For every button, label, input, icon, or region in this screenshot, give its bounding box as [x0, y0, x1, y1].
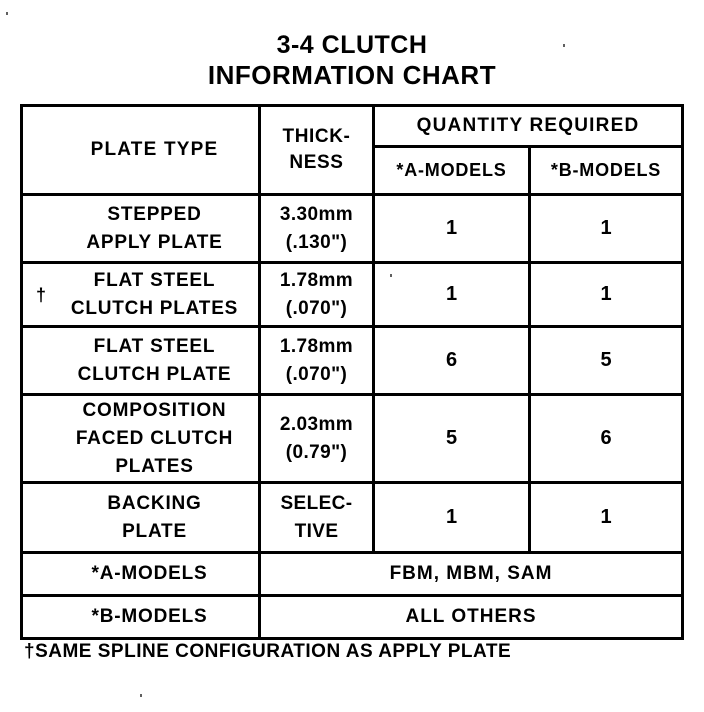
dagger-marker: †: [36, 284, 47, 305]
thickness-header-line-1: THICK-: [282, 126, 351, 147]
column-header-b-models: *B-MODELS: [527, 145, 685, 196]
scan-speck: [563, 44, 565, 47]
legend-label-b-models: *B-MODELS: [20, 594, 261, 640]
plate-type-line-2: CLUTCH PLATE: [77, 363, 232, 385]
table-header: PLATE TYPE THICK- NESS QUANTITY REQUIRED…: [20, 103, 685, 196]
table-row: STEPPED APPLY PLATE 3.30mm (.130") 1 1: [20, 193, 685, 264]
legend-value-a-models: FBM, MBM, SAM: [257, 551, 685, 597]
cell-quantity-a-models: 1: [372, 193, 531, 264]
cell-plate-type: STEPPED APPLY PLATE: [20, 193, 261, 264]
thickness-imperial: (.130"): [285, 231, 348, 253]
title-line-1: 3-4 CLUTCH: [276, 31, 428, 59]
scan-speck: [390, 274, 392, 277]
thickness-metric: 1.78mm: [279, 335, 354, 357]
table-body: STEPPED APPLY PLATE 3.30mm (.130") 1 1 †…: [20, 193, 685, 640]
clutch-information-table-wrapper: PLATE TYPE THICK- NESS QUANTITY REQUIRED…: [20, 103, 685, 640]
cell-quantity-b-models: 5: [527, 325, 685, 396]
plate-type-line-3: PLATES: [115, 455, 194, 477]
plate-type-line-1: STEPPED: [107, 203, 202, 225]
plate-type-line-1: FLAT STEEL: [93, 335, 216, 357]
thickness-imperial: (.070"): [285, 297, 348, 319]
footnote-spline-configuration: †SAME SPLINE CONFIGURATION AS APPLY PLAT…: [24, 641, 512, 662]
cell-thickness: 1.78mm (.070"): [258, 325, 375, 396]
column-header-thickness: THICK- NESS: [258, 104, 375, 196]
cell-quantity-b-models: 1: [527, 261, 685, 328]
cell-quantity-b-models: 6: [527, 393, 685, 484]
table-row: † FLAT STEEL CLUTCH PLATES 1.78mm (.070"…: [20, 261, 685, 328]
plate-type-line-1: BACKING: [107, 492, 202, 514]
plate-type-line-2: PLATE: [122, 520, 187, 542]
cell-thickness: SELEC- TIVE: [258, 481, 375, 554]
cell-plate-type: BACKING PLATE: [20, 481, 261, 554]
legend-row: *A-MODELS FBM, MBM, SAM: [20, 551, 685, 597]
column-header-quantity-required: QUANTITY REQUIRED: [371, 103, 685, 149]
legend-label-a-models: *A-MODELS: [20, 551, 261, 597]
cell-plate-type: COMPOSITION FACED CLUTCH PLATES: [20, 393, 261, 484]
header-row-top: PLATE TYPE THICK- NESS QUANTITY REQUIRED: [20, 103, 685, 196]
thickness-metric: 3.30mm: [279, 203, 354, 225]
thickness-metric: 1.78mm: [279, 269, 354, 291]
legend-value-b-models: ALL OTHERS: [257, 594, 685, 640]
column-header-a-models: *A-MODELS: [372, 145, 531, 196]
page-title: 3-4 CLUTCH INFORMATION CHART: [0, 30, 704, 90]
cell-quantity-a-models: 1: [372, 481, 531, 554]
plate-type-line-2: APPLY PLATE: [86, 231, 223, 253]
cell-thickness: 1.78mm (.070"): [258, 261, 375, 328]
cell-quantity-b-models: 1: [527, 193, 685, 264]
plate-type-line-2: FACED CLUTCH: [75, 427, 234, 449]
plate-type-line-2: CLUTCH PLATES: [70, 297, 239, 319]
legend-row: *B-MODELS ALL OTHERS: [20, 594, 685, 640]
thickness-metric: 2.03mm: [279, 413, 354, 435]
plate-type-line-1: FLAT STEEL: [93, 269, 216, 291]
table-row: FLAT STEEL CLUTCH PLATE 1.78mm (.070") 6…: [20, 325, 685, 396]
header-row-sub: *A-MODELS *B-MODELS: [22, 145, 685, 196]
cell-quantity-a-models: 1: [372, 261, 531, 328]
cell-thickness: 2.03mm (0.79"): [258, 393, 375, 484]
thickness-imperial: TIVE: [294, 520, 339, 542]
thickness-imperial: (.070"): [285, 363, 348, 385]
table-row: COMPOSITION FACED CLUTCH PLATES 2.03mm (…: [20, 393, 685, 484]
clutch-information-table: PLATE TYPE THICK- NESS QUANTITY REQUIRED…: [20, 103, 685, 640]
thickness-imperial: (0.79"): [285, 441, 348, 463]
thickness-header-line-2: NESS: [289, 152, 344, 173]
cell-thickness: 3.30mm (.130"): [258, 193, 375, 264]
column-header-plate-type: PLATE TYPE: [20, 104, 261, 196]
title-line-2: INFORMATION CHART: [207, 60, 497, 90]
cell-plate-type: † FLAT STEEL CLUTCH PLATES: [20, 261, 261, 328]
cell-quantity-b-models: 1: [527, 481, 685, 554]
table-row: BACKING PLATE SELEC- TIVE 1 1: [20, 481, 685, 554]
scan-speck: [140, 694, 142, 697]
cell-quantity-a-models: 6: [372, 325, 531, 396]
thickness-metric: SELEC-: [280, 492, 353, 514]
cell-plate-type: FLAT STEEL CLUTCH PLATE: [20, 325, 261, 396]
plate-type-line-1: COMPOSITION: [82, 399, 227, 421]
cell-quantity-a-models: 5: [372, 393, 531, 484]
scan-speck: [6, 12, 8, 15]
